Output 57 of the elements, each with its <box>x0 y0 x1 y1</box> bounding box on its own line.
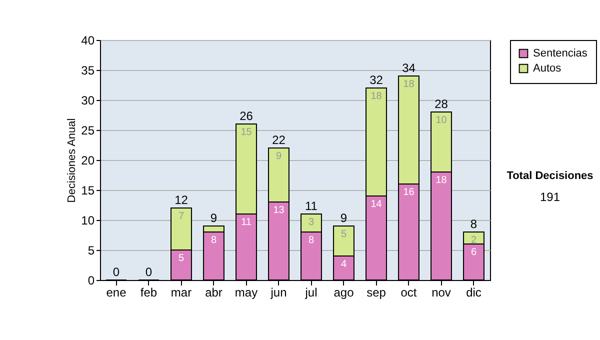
data-label: 14 <box>370 199 382 210</box>
y-tick-label: 25 <box>81 124 95 138</box>
data-label: 8 <box>210 235 217 246</box>
y-tick-label: 40 <box>81 34 95 48</box>
y-tick-label: 10 <box>81 214 95 228</box>
total-label: 8 <box>470 217 478 231</box>
total-label: 26 <box>240 109 254 123</box>
y-tick-label: 35 <box>81 64 95 78</box>
data-label: 7 <box>178 211 184 222</box>
data-label: 4 <box>340 259 347 270</box>
y-tick-label: 30 <box>81 94 95 108</box>
total-label: 34 <box>402 61 416 75</box>
total-label: 28 <box>434 97 448 111</box>
text: 191 <box>538 190 562 204</box>
x-tick-label: mar <box>170 286 192 300</box>
total-label: 11 <box>305 199 318 213</box>
x-tick-label: dic <box>466 286 482 300</box>
x-tick-label: may <box>234 286 258 300</box>
data-label: 5 <box>340 229 347 240</box>
data-label: 5 <box>178 253 184 264</box>
x-tick-label: jun <box>270 286 287 300</box>
x-tick-label: jul <box>304 286 318 300</box>
x-tick-label: sep <box>366 286 386 300</box>
y-tick-label: 15 <box>81 184 95 198</box>
total-label: 0 <box>145 265 152 279</box>
data-label: 15 <box>240 127 252 138</box>
y-tick-label: 20 <box>81 154 95 168</box>
y-tick-label: 0 <box>88 274 95 288</box>
data-label: 18 <box>436 175 448 186</box>
x-tick-label: ago <box>334 286 354 300</box>
data-label: 11 <box>241 217 252 228</box>
x-tick-label: feb <box>140 286 158 300</box>
total-label: 12 <box>174 193 188 207</box>
x-tick-label: nov <box>432 286 451 300</box>
data-label: 8 <box>308 235 314 246</box>
text: Total Decisiones <box>506 170 594 182</box>
data-label: 18 <box>403 79 415 90</box>
data-label: 18 <box>370 91 382 102</box>
y-axis-title: Decisiones Anual <box>66 118 78 203</box>
total-label: 32 <box>370 73 384 87</box>
total-label: 9 <box>210 211 218 225</box>
x-tick-label: ene <box>106 286 127 300</box>
data-label: 16 <box>403 187 415 198</box>
legend-label: Sentencias <box>533 48 588 60</box>
total-label: 0 <box>112 265 120 279</box>
data-label: 2 <box>470 235 477 246</box>
total-label: 22 <box>272 133 286 147</box>
data-label: 10 <box>436 115 448 126</box>
legend-label: Autos <box>533 62 562 74</box>
data-label: 13 <box>273 205 285 216</box>
x-tick-label: oct <box>400 286 418 300</box>
data-label: 9 <box>276 151 282 162</box>
y-tick-label: 5 <box>88 244 95 258</box>
total-label: 9 <box>340 211 348 225</box>
x-tick-label: abr <box>205 286 222 300</box>
data-label: 6 <box>470 247 477 258</box>
data-label: 3 <box>308 217 314 228</box>
